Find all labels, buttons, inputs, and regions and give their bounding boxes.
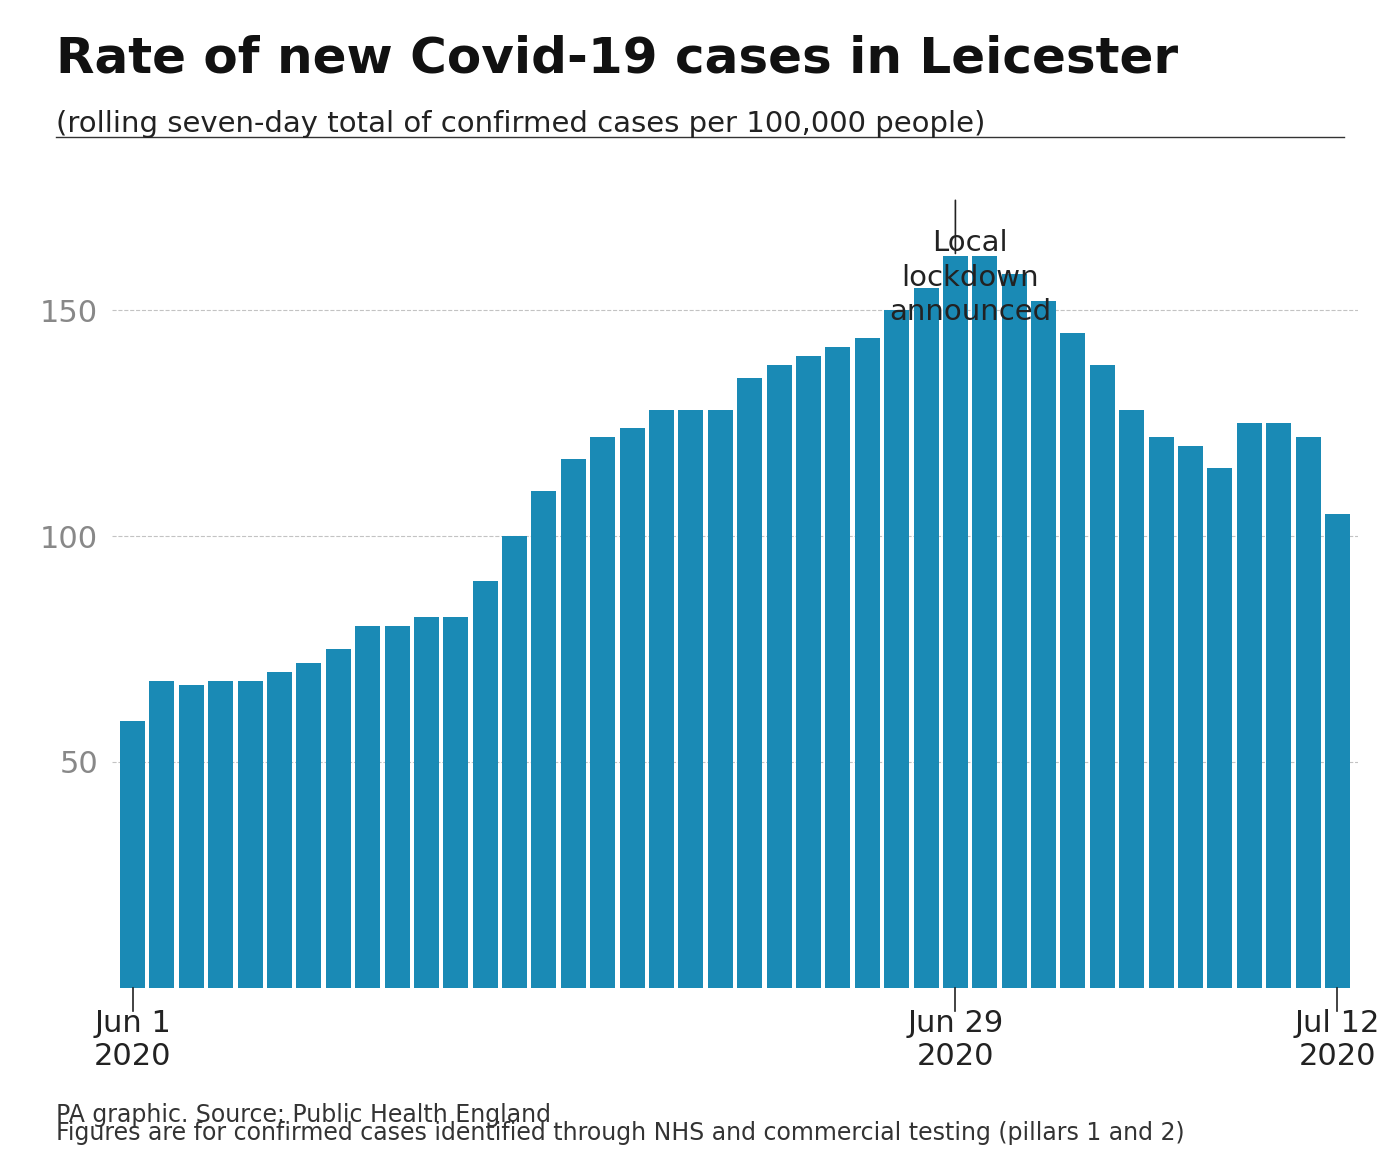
Text: (rolling seven-day total of confirmed cases per 100,000 people): (rolling seven-day total of confirmed ca… (56, 110, 986, 138)
Text: Local
lockdown
announced: Local lockdown announced (889, 229, 1051, 327)
Bar (267, 672, 293, 988)
Bar (414, 617, 440, 988)
Bar (1030, 301, 1056, 988)
Bar (885, 310, 909, 988)
Bar (473, 581, 498, 988)
Text: Rate of new Covid-19 cases in Leicester: Rate of new Covid-19 cases in Leicester (56, 35, 1179, 83)
Bar (1207, 468, 1232, 988)
Bar (1324, 514, 1350, 988)
Bar (797, 356, 820, 988)
Bar (650, 410, 673, 988)
Bar (855, 337, 879, 988)
Bar (1060, 333, 1085, 988)
Bar (1089, 365, 1114, 988)
Bar (767, 365, 791, 988)
Bar (444, 617, 469, 988)
Bar (1119, 410, 1144, 988)
Bar (972, 257, 997, 988)
Bar (326, 650, 351, 988)
Bar (708, 410, 732, 988)
Bar (532, 492, 556, 988)
Bar (1001, 274, 1026, 988)
Bar (209, 681, 234, 988)
Bar (914, 288, 938, 988)
Bar (503, 536, 526, 988)
Bar (120, 722, 146, 988)
Bar (591, 437, 615, 988)
Bar (150, 681, 175, 988)
Text: Figures are for confirmed cases identified through NHS and commercial testing (p: Figures are for confirmed cases identifi… (56, 1120, 1184, 1145)
Bar (356, 626, 381, 988)
Bar (1148, 437, 1173, 988)
Bar (238, 681, 263, 988)
Bar (297, 662, 322, 988)
Bar (385, 626, 410, 988)
Bar (561, 459, 585, 988)
Bar (179, 686, 204, 988)
Bar (944, 257, 967, 988)
Bar (1266, 423, 1291, 988)
Bar (1295, 437, 1320, 988)
Bar (679, 410, 703, 988)
Bar (738, 378, 762, 988)
Text: PA graphic. Source: Public Health England: PA graphic. Source: Public Health Englan… (56, 1103, 552, 1127)
Bar (1177, 446, 1203, 988)
Bar (620, 428, 644, 988)
Bar (1236, 423, 1261, 988)
Bar (826, 346, 850, 988)
